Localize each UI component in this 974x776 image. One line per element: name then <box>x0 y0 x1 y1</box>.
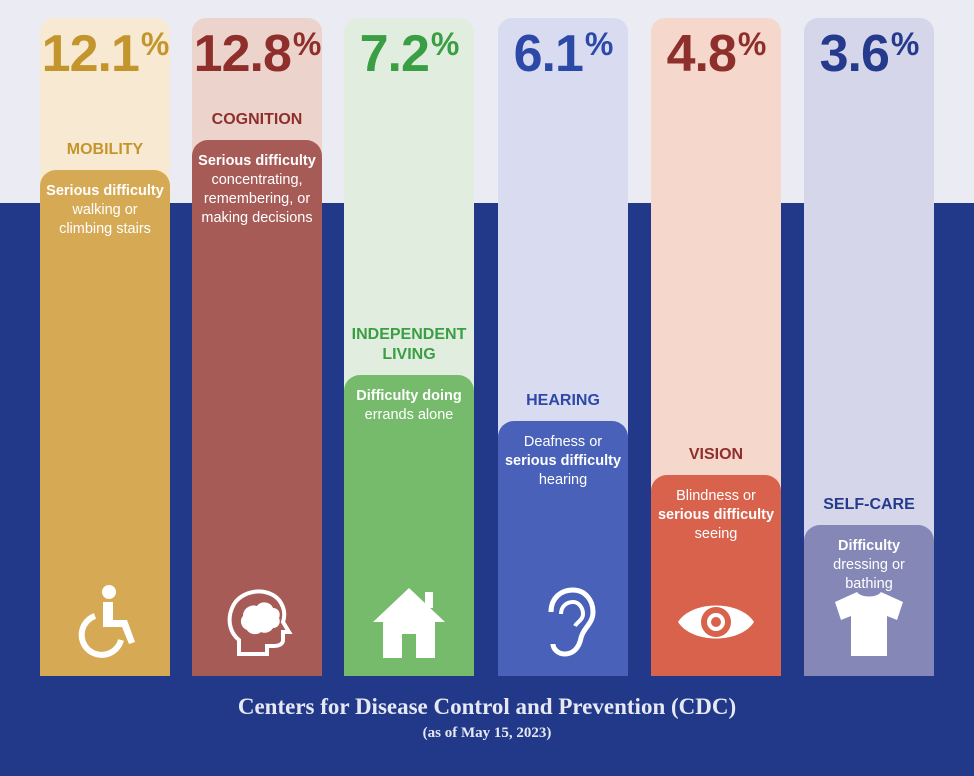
category-description: Serious difficulty walking or climbing st… <box>44 182 166 239</box>
description-text: Deafness or <box>523 433 603 450</box>
as-of-date: (as of May 15, 2023) <box>422 725 552 741</box>
description-text: hearing <box>538 471 588 488</box>
bar <box>192 140 322 676</box>
description-emphasis: serious difficulty <box>504 452 622 469</box>
description-text: Blindness or <box>676 488 756 505</box>
data-label-unit: % <box>890 26 919 62</box>
source-credit: Centers for Disease Control and Preventi… <box>237 694 737 719</box>
description-text: dressing or bathing <box>833 557 905 593</box>
category-description: Deafness or serious difficulty hearing <box>502 433 624 490</box>
description-emphasis: Serious difficulty <box>198 153 316 170</box>
description-emphasis: Difficulty doing <box>356 387 462 404</box>
category-label: INDEPENDENT LIVING <box>351 325 467 363</box>
bar <box>498 420 628 676</box>
category-label: SELF-CARE <box>823 496 915 514</box>
bar-column-2: 12.8% COGNITION Serious difficulty concentr… <box>192 18 322 676</box>
category-description: Serious difficulty concentrating, remembe… <box>196 152 318 228</box>
data-label-unit: % <box>584 26 613 62</box>
category-description: Blindness or serious difficulty seeing <box>655 487 777 544</box>
bar <box>651 475 781 676</box>
description-text: errands alone <box>364 406 454 423</box>
description-emphasis: serious difficulty <box>657 507 775 524</box>
description-text: seeing <box>694 526 738 543</box>
data-label-value: 12.1 <box>41 25 140 83</box>
data-label: 7.2% <box>344 28 474 80</box>
data-label-unit: % <box>430 26 459 62</box>
bar-column-6: 3.6% SELF-CARE Difficulty dressing or bathi… <box>804 18 934 676</box>
category-label: HEARING <box>526 391 600 409</box>
category-description: Difficulty doing errands alone <box>348 387 470 425</box>
data-label-value: 4.8 <box>666 25 737 83</box>
bar-column-5: 4.8% VISION Blindness or serious difficulty… <box>651 18 781 676</box>
category-label: MOBILITY <box>66 140 144 158</box>
data-label: 12.1% <box>40 28 170 80</box>
category-description: Difficulty dressing or bathing <box>808 537 930 594</box>
description-text: walking or climbing stairs <box>59 201 151 237</box>
data-label-value: 6.1 <box>513 25 584 83</box>
description-emphasis: Difficulty <box>837 538 901 555</box>
data-label: 6.1% <box>498 28 628 80</box>
data-label-unit: % <box>737 26 766 62</box>
data-label-value: 7.2 <box>359 25 430 83</box>
ear-icon <box>523 582 603 662</box>
category-label: VISION <box>688 446 744 464</box>
data-label: 3.6% <box>804 28 934 80</box>
data-label-value: 12.8 <box>193 25 292 83</box>
category-label: COGNITION <box>211 111 303 129</box>
description-text: concentrating, remembering, or making de… <box>201 172 313 227</box>
description-emphasis: Serious difficulty <box>46 182 164 199</box>
bar-column-4: 6.1% HEARING Deafness or serious difficulty… <box>498 18 628 676</box>
data-label: 12.8% <box>192 28 322 80</box>
data-label-value: 3.6 <box>819 25 890 83</box>
bar-column-3: 7.2% INDEPENDENT LIVING Difficulty doing er… <box>344 18 474 676</box>
data-label-unit: % <box>140 26 169 62</box>
data-label: 4.8% <box>651 28 781 80</box>
eye-icon <box>676 582 756 662</box>
wheelchair-icon <box>65 582 145 662</box>
house-icon <box>369 582 449 662</box>
data-label-unit: % <box>292 26 321 62</box>
bar-column-1: 12.1% MOBILITY Serious difficulty walking o… <box>40 18 170 676</box>
brain-head-icon <box>217 582 297 662</box>
shirt-icon <box>829 582 909 662</box>
